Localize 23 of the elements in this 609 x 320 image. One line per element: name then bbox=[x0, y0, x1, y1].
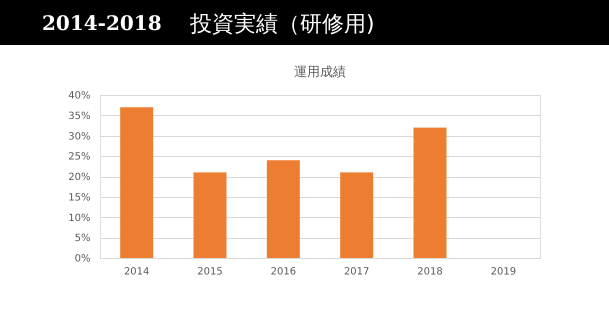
text: 2014-2018 bbox=[42, 11, 162, 35]
y-tick-label: 10% bbox=[68, 212, 90, 224]
y-tick-label: 35% bbox=[68, 110, 90, 122]
x-tick-label: 2018 bbox=[417, 266, 443, 278]
y-tick-label: 0% bbox=[74, 254, 90, 264]
bar bbox=[266, 160, 300, 258]
bar bbox=[414, 128, 446, 258]
y-tick-label: 20% bbox=[68, 172, 90, 183]
bar bbox=[120, 107, 154, 258]
bar bbox=[194, 172, 226, 258]
x-tick-label: 2019 bbox=[490, 266, 516, 278]
y-tick-label: 15% bbox=[68, 192, 90, 204]
x-tick-label: 2017 bbox=[344, 266, 370, 278]
y-tick-label: 30% bbox=[68, 131, 90, 142]
x-tick-label: 2015 bbox=[197, 266, 223, 278]
y-tick-label: 5% bbox=[74, 233, 90, 244]
x-tick-label: 2016 bbox=[270, 266, 296, 278]
bar bbox=[340, 172, 374, 258]
y-tick-label: 25% bbox=[68, 152, 90, 163]
chart-title: 運用成績 bbox=[294, 65, 346, 80]
y-tick-label: 40% bbox=[68, 90, 90, 102]
x-tick-label: 2014 bbox=[124, 266, 150, 278]
text: 投資実績（研修用) bbox=[189, 12, 375, 37]
